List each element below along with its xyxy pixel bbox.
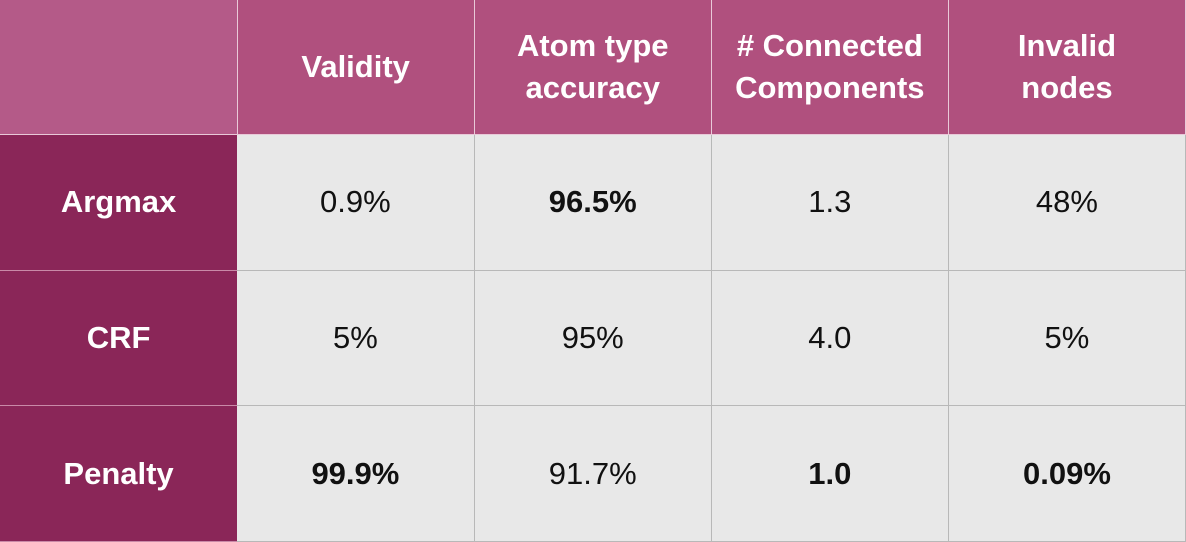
header-text: Atom type bbox=[516, 28, 669, 63]
row-header: Argmax bbox=[0, 134, 238, 271]
table-body: Argmax 0.9% 96.5% 1.3 48% CRF 5% 95% 4.0 5% Penalt… bbox=[0, 134, 1186, 542]
header-text: # Connected bbox=[736, 28, 923, 63]
table-cell: 5% bbox=[237, 270, 475, 407]
table-cell: 91.7% bbox=[474, 405, 712, 542]
table-cell: 1.0 bbox=[711, 405, 949, 542]
column-header: Atom type accuracy bbox=[474, 0, 712, 135]
column-header: # Connected Components bbox=[711, 0, 949, 135]
column-header: Validity bbox=[237, 0, 475, 135]
table-cell: 99.9% bbox=[237, 405, 475, 542]
table-cell: 95% bbox=[474, 270, 712, 407]
table-cell: 48% bbox=[948, 134, 1186, 271]
header-text: Invalid bbox=[1017, 28, 1117, 63]
row-header: CRF bbox=[0, 270, 238, 407]
table-cell: 5% bbox=[948, 270, 1186, 407]
table-cell: 1.3 bbox=[711, 134, 949, 271]
header-text: nodes bbox=[1021, 70, 1113, 105]
table-cell: 96.5% bbox=[474, 134, 712, 271]
table-row: Argmax 0.9% 96.5% 1.3 48% bbox=[0, 134, 1186, 271]
header-text: Validity bbox=[301, 49, 410, 84]
header-row: Validity Atom type accuracy # Connected Comp… bbox=[0, 0, 1186, 135]
header-text: Components bbox=[735, 70, 925, 105]
table-row: Penalty 99.9% 91.7% 1.0 0.09% bbox=[0, 405, 1186, 542]
table-row: CRF 5% 95% 4.0 5% bbox=[0, 270, 1186, 407]
column-header: Invalid nodes bbox=[948, 0, 1186, 135]
table-cell: 4.0 bbox=[711, 270, 949, 407]
row-header: Penalty bbox=[0, 405, 238, 542]
header-text: accuracy bbox=[525, 70, 660, 105]
table-cell: 0.9% bbox=[237, 134, 475, 271]
corner-cell bbox=[0, 0, 238, 135]
table-cell: 0.09% bbox=[948, 405, 1186, 542]
